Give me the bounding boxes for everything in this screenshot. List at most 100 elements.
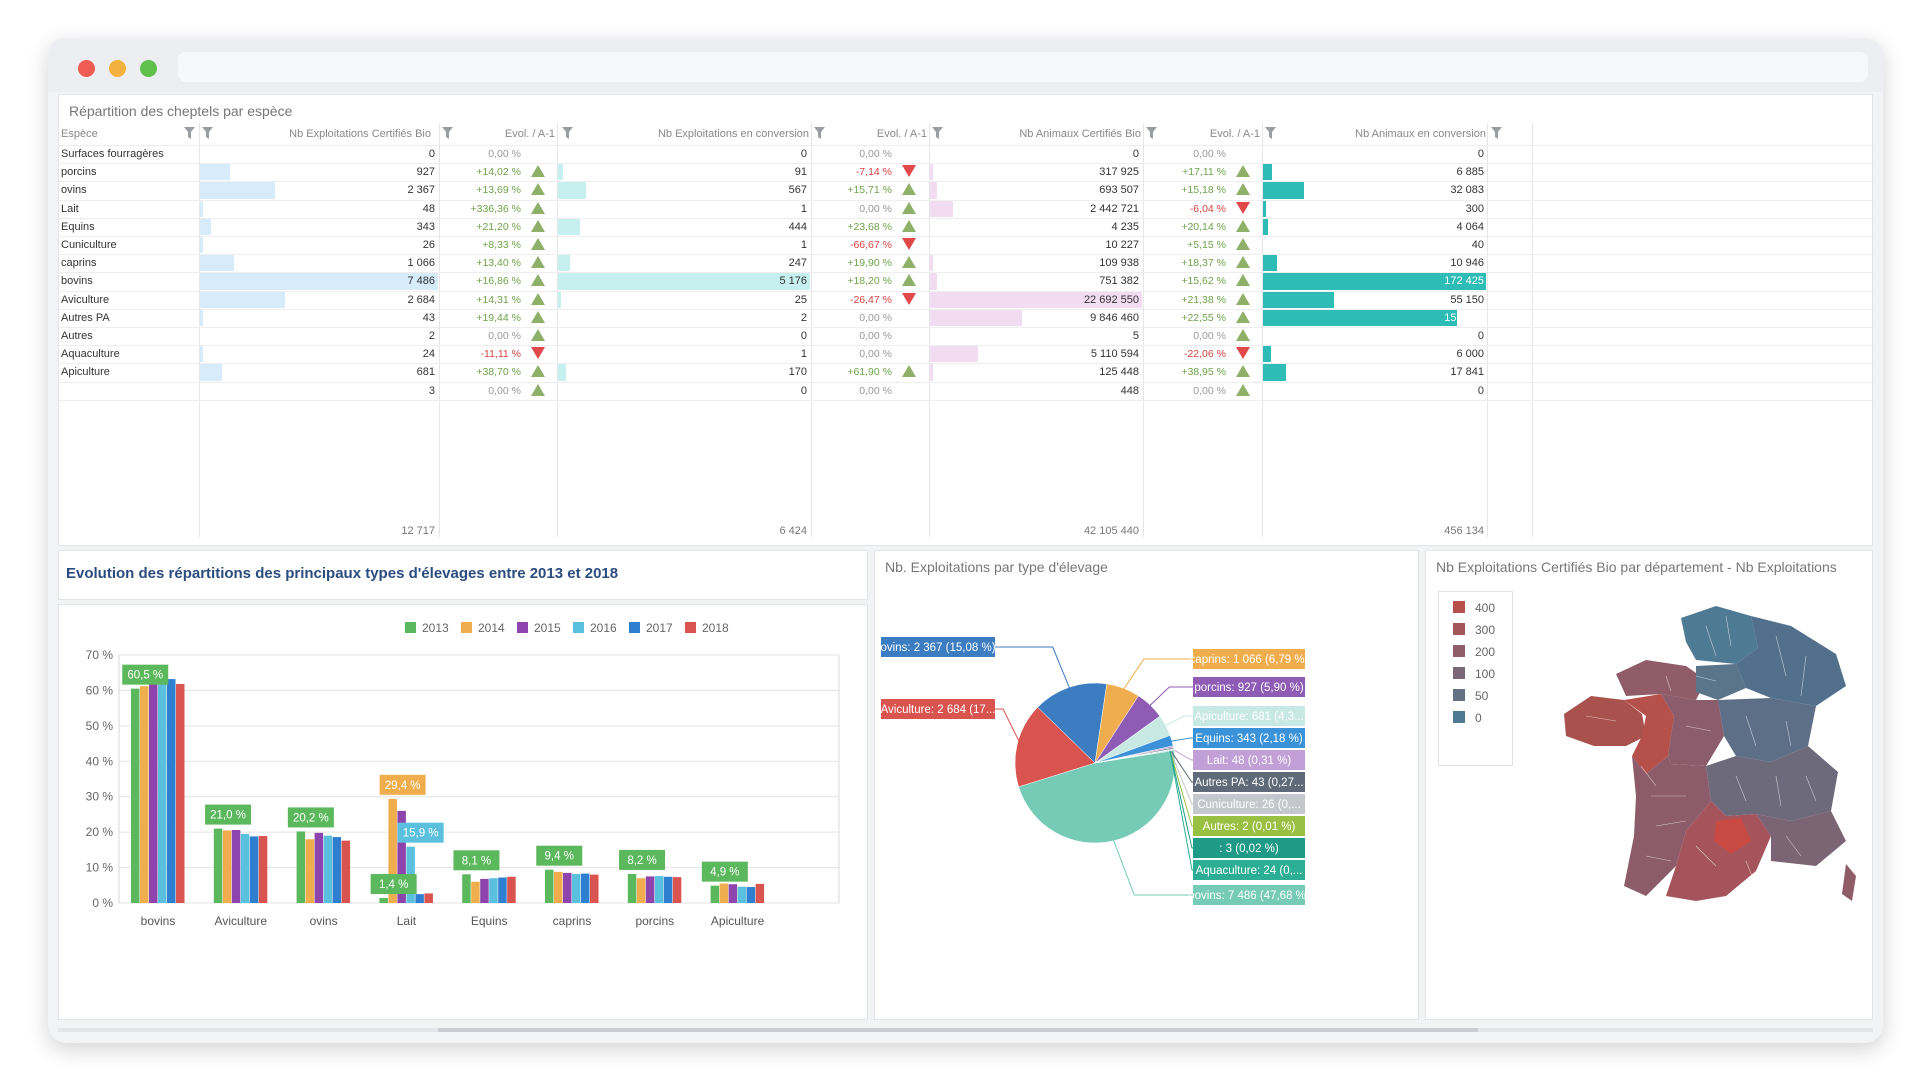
cell-evolution[interactable]: 0,00 %	[1193, 330, 1226, 342]
cell-conversion-animals[interactable]: 10 946	[1450, 257, 1484, 270]
species-name[interactable]: Lait	[61, 202, 79, 215]
cell-evolution[interactable]: +18,20 %	[847, 275, 892, 288]
cell-evolution[interactable]: +21,38 %	[1181, 293, 1226, 306]
cell-evolution[interactable]: +15,71 %	[847, 184, 892, 197]
france-map[interactable]	[1546, 596, 1866, 916]
address-bar[interactable]	[178, 52, 1868, 82]
bar-caprins-2013[interactable]	[545, 869, 554, 903]
cell-certified-farms[interactable]: 2	[428, 330, 435, 342]
filter-icon[interactable]	[1146, 126, 1157, 140]
cell-evolution[interactable]: +22,55 %	[1181, 311, 1226, 324]
maximize-window-button[interactable]	[140, 60, 157, 77]
species-name[interactable]: Apiculture	[61, 366, 110, 379]
species-name[interactable]: Aviculture	[61, 293, 110, 306]
bar-bovins-2018[interactable]	[176, 684, 185, 903]
cell-certified-farms[interactable]: 24	[422, 348, 435, 361]
cell-certified-farms[interactable]: 26	[422, 239, 435, 251]
cell-conversion-animals[interactable]: 0	[1477, 384, 1484, 397]
bar-porcins-2013[interactable]	[627, 873, 637, 903]
bar-porcins-2014[interactable]	[636, 878, 646, 903]
cell-evolution[interactable]: -22,06 %	[1183, 348, 1226, 361]
column-header[interactable]: Espèce	[61, 128, 98, 140]
filter-icon[interactable]	[1491, 126, 1502, 140]
species-name[interactable]: Surfaces fourragères	[61, 148, 164, 160]
cell-conversion-animals[interactable]: 17 841	[1450, 366, 1484, 379]
cell-certified-farms[interactable]: 1 066	[407, 257, 435, 270]
cell-certified-animals[interactable]: 0	[1132, 148, 1139, 160]
cell-evolution[interactable]: -11,11 %	[480, 348, 521, 361]
legend-label[interactable]: 2016	[590, 621, 617, 635]
cell-evolution[interactable]: +23,68 %	[847, 220, 892, 233]
cell-conversion-farms[interactable]: 1	[800, 348, 807, 361]
bar-Aviculture-2018[interactable]	[258, 836, 268, 903]
legend-label[interactable]: 2018	[702, 621, 729, 635]
column-header[interactable]: Evol. / A-1	[504, 128, 555, 140]
cell-conversion-farms[interactable]: 170	[788, 366, 807, 379]
cell-evolution[interactable]: -6,04 %	[1189, 202, 1226, 215]
pie-slice[interactable]	[1018, 750, 1176, 844]
cell-certified-animals[interactable]: 693 507	[1099, 184, 1139, 197]
cell-evolution[interactable]: +13,69 %	[476, 184, 521, 197]
bar-bovins-2015[interactable]	[149, 683, 158, 903]
bar-caprins-2017[interactable]	[581, 873, 590, 903]
cell-evolution[interactable]: 0,00 %	[488, 330, 521, 342]
column-header[interactable]: Nb Exploitations en conversion	[657, 128, 809, 140]
cell-evolution[interactable]: +38,95 %	[1181, 366, 1226, 379]
bar-Equins-2016[interactable]	[489, 878, 498, 903]
bar-Aviculture-2015[interactable]	[231, 830, 241, 903]
bar-Apiculture-2017[interactable]	[746, 887, 756, 903]
cell-conversion-farms[interactable]: 1	[800, 239, 807, 251]
filter-icon[interactable]	[932, 126, 943, 140]
cell-conversion-farms[interactable]: 25	[794, 293, 807, 306]
column-header[interactable]: Evol. / A-1	[1209, 128, 1260, 140]
cell-evolution[interactable]: +38,70 %	[476, 366, 521, 379]
bar-bovins-2013[interactable]	[131, 688, 140, 903]
cell-evolution[interactable]: +17,11 %	[1182, 166, 1226, 179]
filter-icon[interactable]	[562, 126, 573, 140]
map-legend-item[interactable]: 400	[1453, 600, 1495, 616]
map-legend-item[interactable]: 100	[1453, 666, 1495, 682]
cell-evolution[interactable]: 0,00 %	[859, 148, 892, 160]
cell-conversion-animals[interactable]: 6 000	[1456, 348, 1484, 361]
species-name[interactable]: caprins	[61, 257, 97, 270]
species-name[interactable]: Autres PA	[61, 311, 110, 324]
cell-certified-animals[interactable]: 2 442 721	[1090, 202, 1139, 215]
cell-conversion-animals[interactable]: 40	[1471, 239, 1484, 251]
cell-conversion-farms[interactable]: 1	[800, 202, 807, 215]
bar-porcins-2017[interactable]	[663, 876, 673, 903]
cell-evolution[interactable]: 0,00 %	[859, 384, 892, 397]
cell-evolution[interactable]: 0,00 %	[1193, 148, 1226, 160]
cell-certified-animals[interactable]: 109 938	[1099, 257, 1139, 270]
map-legend-item[interactable]: 200	[1453, 644, 1495, 660]
species-name[interactable]: Aquaculture	[61, 348, 120, 361]
cell-certified-farms[interactable]: 2 684	[407, 293, 435, 306]
cell-conversion-animals[interactable]: 55 150	[1450, 293, 1484, 306]
cell-evolution[interactable]: +14,02 %	[476, 166, 521, 179]
map-legend-item[interactable]: 0	[1453, 710, 1482, 726]
cell-conversion-farms[interactable]: 567	[788, 184, 807, 197]
pie-slice[interactable]	[1094, 749, 1175, 764]
cell-conversion-farms[interactable]: 0	[800, 148, 807, 160]
cell-conversion-farms[interactable]: 5 176	[779, 275, 807, 288]
column-header[interactable]: Nb Animaux Certifiés Bio	[1019, 128, 1141, 140]
cell-certified-animals[interactable]: 10 227	[1105, 239, 1139, 251]
bar-Apiculture-2016[interactable]	[737, 886, 747, 903]
bar-Equins-2014[interactable]	[471, 881, 480, 903]
cell-certified-farms[interactable]: 7 486	[407, 275, 435, 288]
cell-conversion-animals[interactable]: 300	[1465, 202, 1484, 215]
cell-certified-animals[interactable]: 448	[1120, 384, 1139, 397]
filter-icon[interactable]	[202, 126, 213, 140]
cell-evolution[interactable]: +19,44 %	[476, 311, 521, 324]
bar-Aviculture-2017[interactable]	[249, 836, 259, 903]
cell-certified-animals[interactable]: 4 235	[1111, 220, 1139, 233]
map-legend-item[interactable]: 50	[1453, 688, 1488, 704]
legend-label[interactable]: 2017	[646, 621, 673, 635]
cell-evolution[interactable]: +8,33 %	[482, 239, 521, 251]
cell-evolution[interactable]: +5,15 %	[1187, 239, 1226, 251]
legend-label[interactable]: 2013	[422, 621, 449, 635]
cell-certified-animals[interactable]: 5	[1132, 330, 1139, 342]
cell-evolution[interactable]: +15,18 %	[1181, 184, 1226, 197]
cell-evolution[interactable]: +21,20 %	[476, 220, 521, 233]
cell-evolution[interactable]: +16,86 %	[476, 275, 521, 288]
species-name[interactable]: Cuniculture	[61, 239, 117, 251]
